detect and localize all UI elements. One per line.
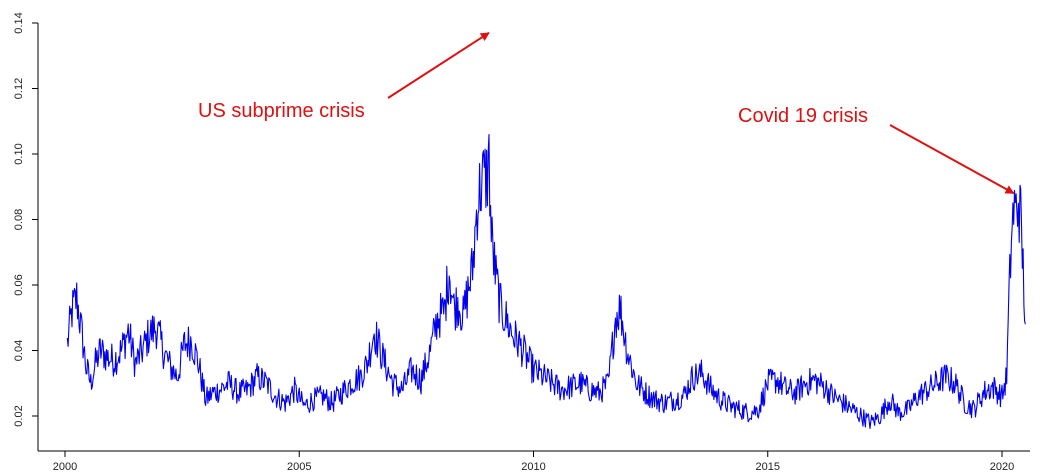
x-tick-label: 2005 — [287, 461, 311, 473]
x-axis-ticks: 2000 2005 2010 2015 2020 — [53, 451, 1014, 473]
x-tick-label: 2000 — [53, 461, 77, 473]
annotations: US subprime crisis Covid 19 crisis — [198, 31, 1015, 195]
series-line — [66, 133, 1026, 429]
y-tick-label: 0.06 — [13, 274, 25, 295]
annotation-subprime-label: US subprime crisis — [198, 100, 365, 122]
y-tick-label: 0.08 — [13, 209, 25, 230]
y-axis-ticks: 0.02 0.04 0.06 0.08 0.10 0.12 0.14 — [13, 12, 38, 427]
y-tick-label: 0.12 — [13, 78, 25, 99]
y-tick-label: 0.14 — [13, 12, 25, 33]
y-tick-label: 0.02 — [13, 405, 25, 426]
x-tick-label: 2020 — [990, 461, 1014, 473]
annotation-subprime-arrow — [387, 31, 490, 99]
annotation-covid-arrow — [889, 124, 1015, 195]
x-tick-label: 2015 — [756, 461, 780, 473]
annotation-covid-label: Covid 19 crisis — [738, 105, 868, 127]
x-tick-label: 2010 — [521, 461, 545, 473]
y-tick-label: 0.04 — [13, 340, 25, 361]
y-tick-label: 0.10 — [13, 143, 25, 164]
